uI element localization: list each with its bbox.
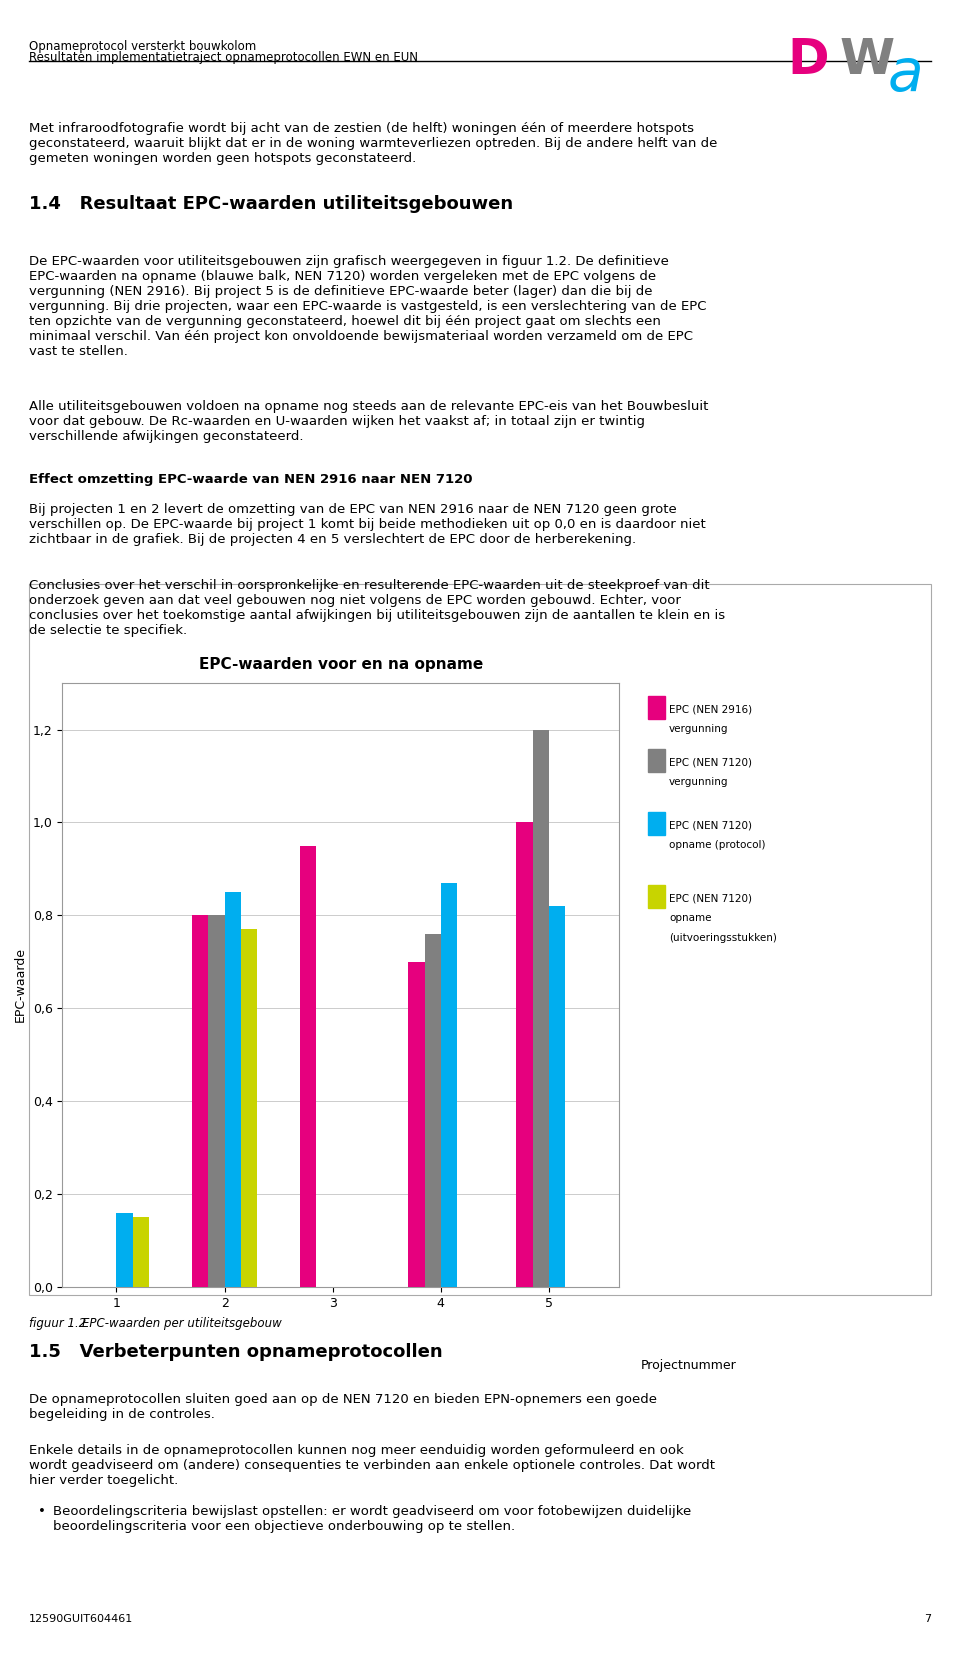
Text: W: W: [840, 36, 895, 84]
Text: 1.5   Verbeterpunten opnameprotocollen: 1.5 Verbeterpunten opnameprotocollen: [29, 1343, 443, 1361]
Y-axis label: EPC-waarde: EPC-waarde: [14, 948, 27, 1022]
Text: a: a: [888, 46, 924, 103]
Text: Conclusies over het verschil in oorspronkelijke en resulterende EPC-waarden uit : Conclusies over het verschil in oorspron…: [29, 579, 725, 637]
Text: vergunning: vergunning: [669, 777, 729, 787]
Text: figuur 1.2: figuur 1.2: [29, 1317, 86, 1330]
Bar: [441, 883, 457, 1287]
Text: 12590GUIT604461: 12590GUIT604461: [29, 1614, 133, 1624]
Bar: [408, 961, 424, 1287]
Text: Opnameprotocol versterkt bouwkolom: Opnameprotocol versterkt bouwkolom: [29, 40, 256, 53]
Text: EPC-waarden per utiliteitsgebouw: EPC-waarden per utiliteitsgebouw: [82, 1317, 281, 1330]
Text: vergunning: vergunning: [669, 724, 729, 734]
Bar: [424, 935, 441, 1287]
Text: Enkele details in de opnameprotocollen kunnen nog meer eenduidig worden geformul: Enkele details in de opnameprotocollen k…: [29, 1444, 715, 1487]
Text: Resultaten implementatietraject opnameprotocollen EWN en EUN: Resultaten implementatietraject opnamepr…: [29, 51, 418, 65]
Bar: [300, 845, 317, 1287]
Text: opname (protocol): opname (protocol): [669, 840, 766, 850]
Text: Projectnummer: Projectnummer: [641, 1360, 736, 1371]
Bar: [132, 1217, 149, 1287]
Text: De EPC-waarden voor utiliteitsgebouwen zijn grafisch weergegeven in figuur 1.2. : De EPC-waarden voor utiliteitsgebouwen z…: [29, 255, 707, 357]
Text: Alle utiliteitsgebouwen voldoen na opname nog steeds aan de relevante EPC-eis va: Alle utiliteitsgebouwen voldoen na opnam…: [29, 400, 708, 443]
Text: EPC (NEN 2916): EPC (NEN 2916): [669, 705, 753, 715]
Text: Met infraroodfotografie wordt bij acht van de zestien (de helft) woningen één of: Met infraroodfotografie wordt bij acht v…: [29, 122, 717, 165]
Text: 1.4   Resultaat EPC-waarden utiliteitsgebouwen: 1.4 Resultaat EPC-waarden utiliteitsgebo…: [29, 195, 513, 213]
Bar: [225, 892, 241, 1287]
Text: •: •: [38, 1505, 46, 1518]
Title: EPC-waarden voor en na opname: EPC-waarden voor en na opname: [199, 657, 483, 672]
Text: 7: 7: [924, 1614, 931, 1624]
Text: EPC (NEN 7120): EPC (NEN 7120): [669, 893, 752, 903]
Bar: [516, 822, 533, 1287]
Bar: [549, 906, 565, 1287]
Text: Bij projecten 1 en 2 levert de omzetting van de EPC van NEN 2916 naar de NEN 712: Bij projecten 1 en 2 levert de omzetting…: [29, 503, 706, 546]
Bar: [533, 729, 549, 1287]
Text: EPC (NEN 7120): EPC (NEN 7120): [669, 820, 752, 830]
Text: D: D: [787, 36, 828, 84]
Text: Beoordelingscriteria bewijslast opstellen: er wordt geadviseerd om voor fotobewi: Beoordelingscriteria bewijslast opstelle…: [53, 1505, 691, 1533]
Text: (uitvoeringsstukken): (uitvoeringsstukken): [669, 933, 777, 943]
Text: EPC (NEN 7120): EPC (NEN 7120): [669, 758, 752, 767]
Bar: [208, 915, 225, 1287]
Text: Effect omzetting EPC-waarde van NEN 2916 naar NEN 7120: Effect omzetting EPC-waarde van NEN 2916…: [29, 473, 472, 486]
Bar: [116, 1212, 132, 1287]
Text: De opnameprotocollen sluiten goed aan op de NEN 7120 en bieden EPN-opnemers een : De opnameprotocollen sluiten goed aan op…: [29, 1393, 657, 1421]
Bar: [192, 915, 208, 1287]
Bar: [241, 930, 257, 1287]
Text: opname: opname: [669, 913, 711, 923]
